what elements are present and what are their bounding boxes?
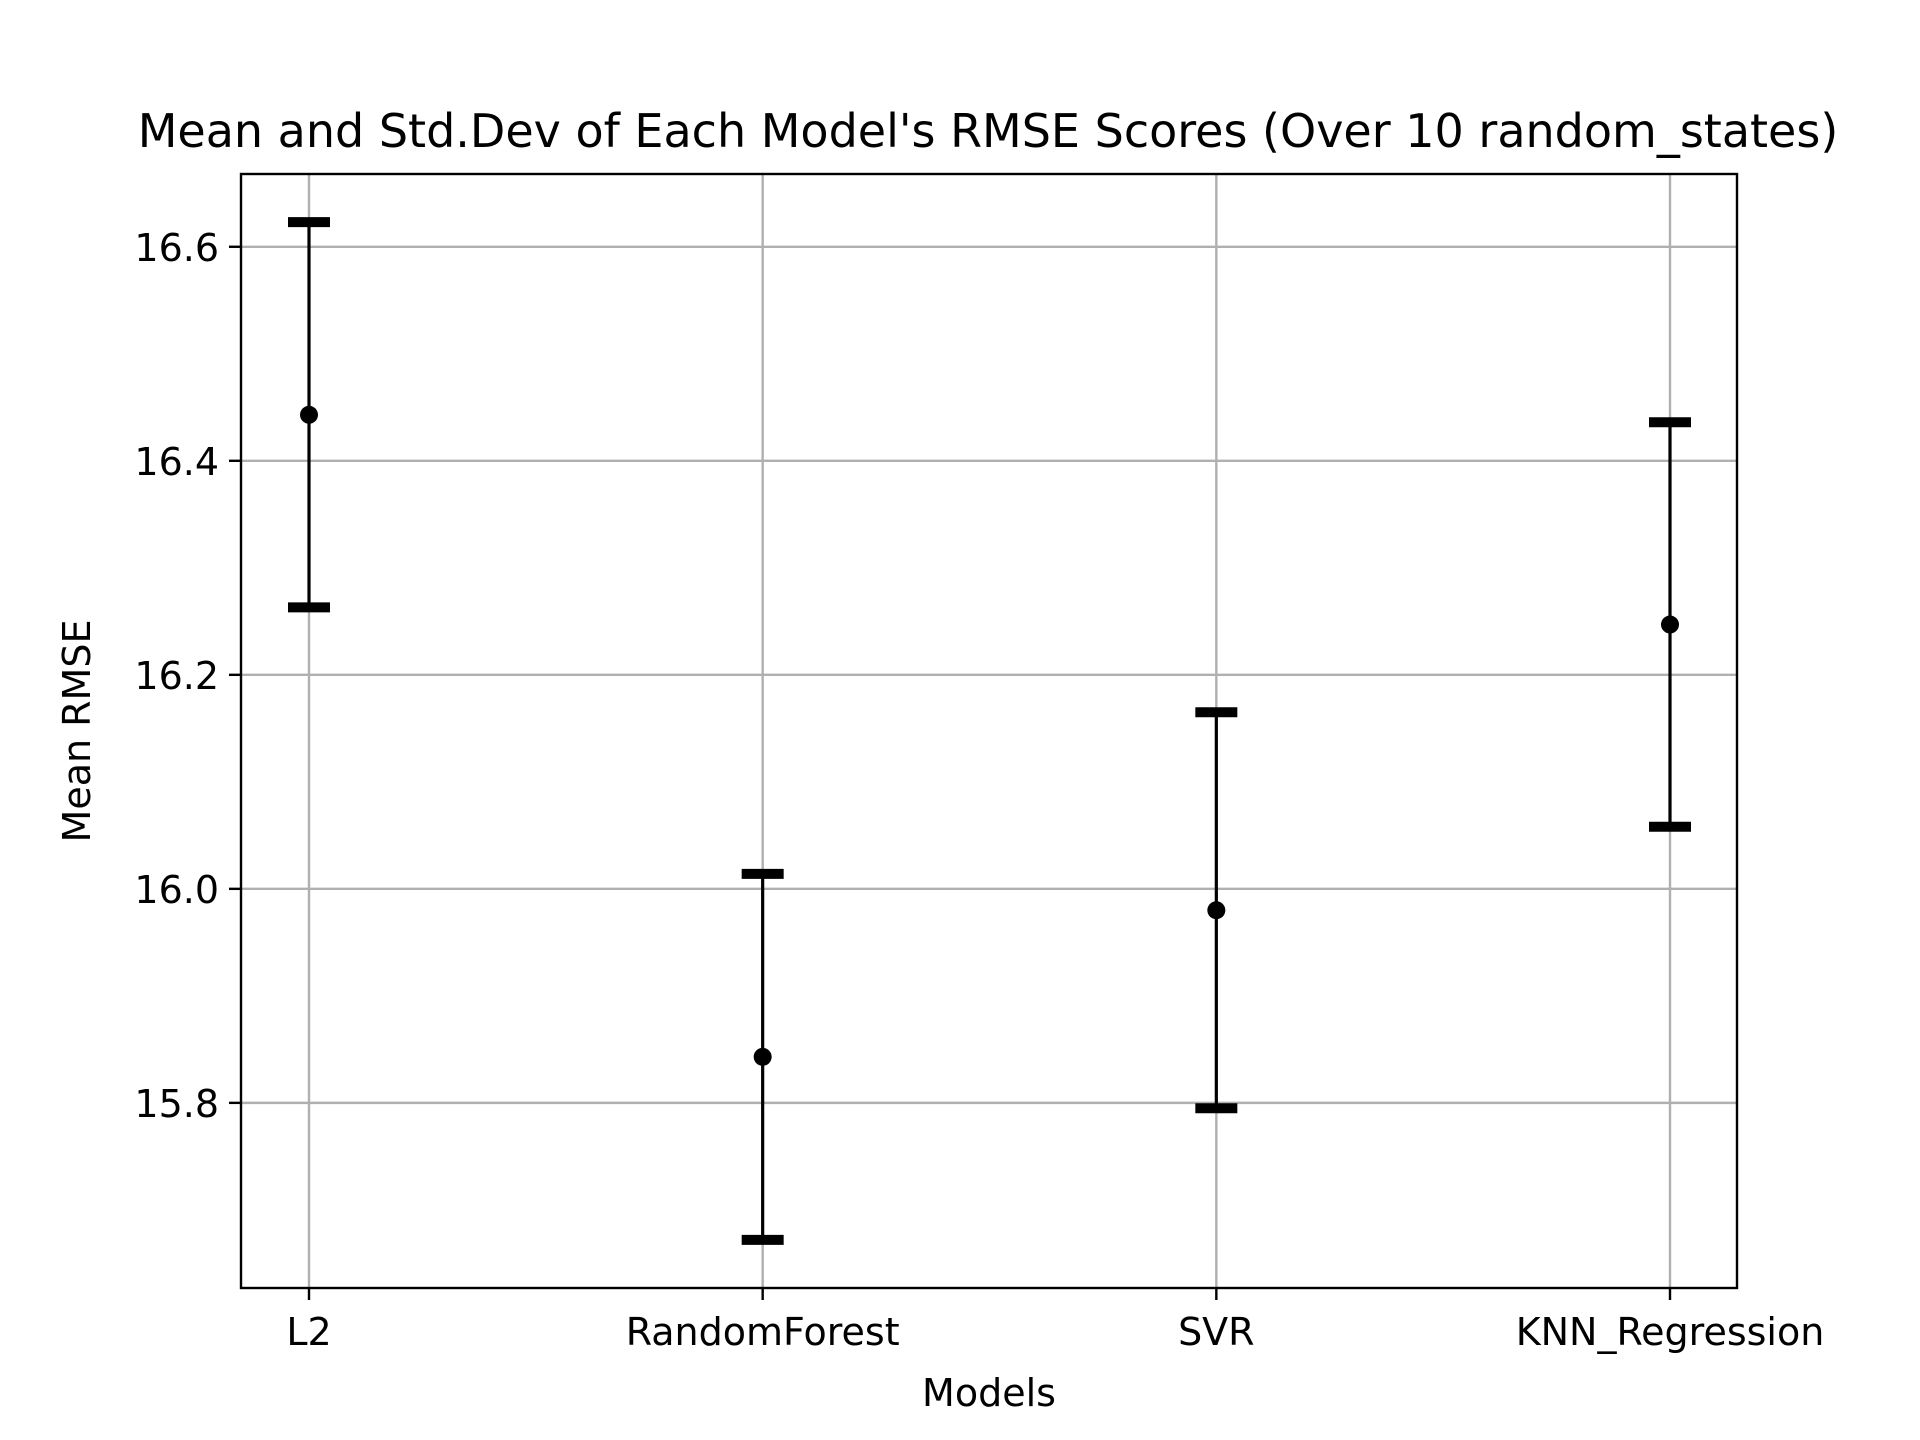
mean-point [753, 1047, 772, 1066]
x-tick-label: SVR [1178, 1310, 1255, 1354]
y-tick-label: 16.2 [134, 654, 219, 698]
y-tick-label: 15.8 [134, 1082, 219, 1126]
mean-point [1661, 615, 1679, 634]
x-axis-label: Models [922, 1371, 1056, 1415]
plot-marks [288, 217, 1691, 1245]
y-axis-label: Mean RMSE [55, 620, 99, 843]
x-tick-label: L2 [286, 1310, 331, 1354]
y-tick-label: 16.4 [134, 440, 219, 484]
x-tick-label: RandomForest [626, 1310, 900, 1354]
plot-frame [239, 172, 1739, 1290]
y-axis-ticks: 15.8 16.0 16.2 16.4 16.6 [134, 226, 241, 1126]
chart-title: Mean and Std.Dev of Each Model's RMSE Sc… [138, 104, 1839, 158]
y-tick-label: 16.0 [134, 868, 219, 912]
y-tick-label: 16.6 [134, 226, 219, 270]
x-axis-ticks: L2 RandomForest SVR KNN_Regression [286, 1288, 1824, 1354]
grid [241, 174, 1737, 1288]
x-tick-label: KNN_Regression [1516, 1310, 1825, 1354]
mean-point [1207, 901, 1226, 920]
mean-point [300, 405, 318, 424]
